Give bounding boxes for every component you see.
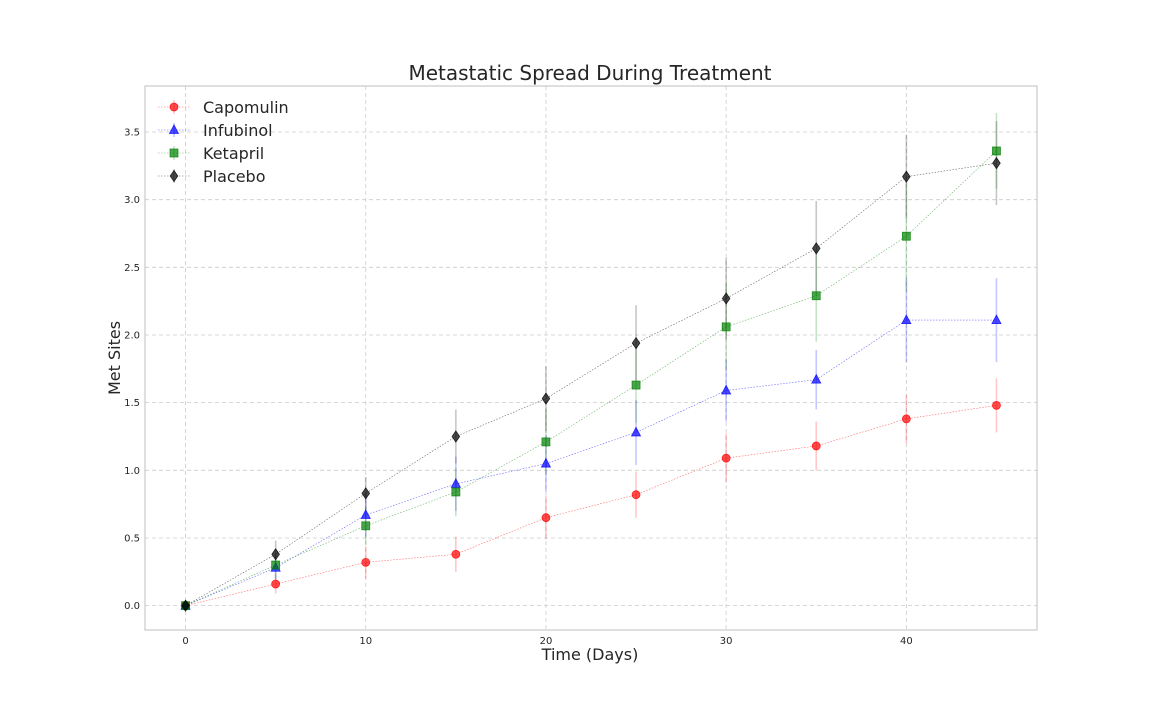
data-point-placebo	[181, 599, 190, 612]
legend-marker-placebo	[169, 169, 179, 183]
data-point-capomulin	[721, 453, 731, 463]
series-line-ketapril	[185, 150, 997, 606]
data-point-ketapril	[901, 231, 911, 241]
data-point-placebo	[811, 242, 821, 255]
grid	[145, 86, 1037, 630]
data-point-infubinol	[720, 384, 732, 395]
y-tick-label: 0.0	[124, 601, 140, 612]
data-point-capomulin	[451, 549, 461, 559]
legend-marker-infubinol	[168, 124, 180, 134]
data-point-capomulin	[631, 490, 641, 500]
chart-title: Metastatic Spread During Treatment	[408, 61, 771, 85]
data-point-infubinol	[360, 509, 371, 519]
data-point-ketapril	[361, 521, 371, 531]
data-point-capomulin	[901, 414, 911, 424]
y-tick-label: 1.5	[124, 398, 140, 409]
data-point-infubinol	[991, 314, 1002, 325]
data-point-placebo	[271, 548, 280, 561]
x-axis-label: Time (Days)	[541, 645, 639, 664]
data-point-placebo	[992, 156, 1001, 170]
data-point-capomulin	[541, 513, 551, 523]
data-point-infubinol	[450, 477, 462, 488]
legend: Capomulin Infubinol Ketapril Placebo	[158, 98, 289, 186]
data-point-infubinol	[630, 426, 642, 437]
series-line-capomulin	[185, 405, 997, 606]
y-tick-label: 3.0	[124, 195, 140, 206]
data-point-placebo	[721, 292, 731, 305]
y-axis-ticks: 0.0 0.5 1.0 1.5 2.0 2.5 3.0 3.5	[124, 128, 140, 613]
data-point-placebo	[902, 170, 911, 183]
data-point-infubinol	[901, 314, 912, 325]
x-tick-label: 40	[900, 636, 913, 647]
data-point-ketapril	[271, 560, 281, 570]
legend-label-infubinol: Infubinol	[203, 121, 273, 140]
plot-area	[144, 85, 1038, 631]
series-line-placebo	[185, 162, 997, 606]
data-point-capomulin	[992, 400, 1001, 410]
data-point-ketapril	[541, 437, 551, 447]
data-point-infubinol	[540, 457, 552, 468]
data-point-ketapril	[811, 291, 821, 301]
x-tick-label: 10	[359, 636, 372, 647]
series-lines	[185, 150, 997, 606]
x-tick-label: 0	[182, 636, 188, 647]
data-point-ketapril	[992, 146, 1001, 156]
data-point-placebo	[541, 392, 551, 405]
data-point-infubinol	[811, 373, 822, 384]
y-tick-label: 1.0	[124, 466, 140, 477]
data-point-capomulin	[361, 557, 371, 567]
y-tick-label: 2.0	[124, 330, 140, 341]
error-bars	[274, 113, 998, 594]
data-point-capomulin	[811, 441, 821, 451]
y-tick-label: 3.5	[124, 128, 140, 139]
x-axis-ticks: 0 10 20 30 40	[182, 636, 912, 647]
data-point-ketapril	[721, 322, 731, 332]
series-line-infubinol	[185, 319, 997, 606]
data-point-ketapril	[451, 487, 461, 497]
legend-label-capomulin: Capomulin	[203, 98, 289, 117]
y-tick-label: 2.5	[124, 263, 140, 274]
y-tick-label: 0.5	[124, 533, 140, 544]
y-axis-label: Met Sites	[105, 321, 124, 395]
series-markers	[180, 146, 1002, 612]
legend-label-placebo: Placebo	[203, 167, 265, 186]
legend-label-ketapril: Ketapril	[203, 144, 264, 163]
data-point-placebo	[361, 487, 371, 500]
data-point-ketapril	[631, 380, 641, 390]
data-point-placebo	[451, 430, 461, 443]
legend-marker-capomulin	[169, 102, 179, 112]
legend-marker-ketapril	[169, 148, 179, 158]
x-tick-label: 20	[540, 636, 553, 647]
x-tick-label: 30	[720, 636, 733, 647]
data-point-placebo	[631, 336, 641, 350]
data-point-capomulin	[271, 579, 281, 589]
